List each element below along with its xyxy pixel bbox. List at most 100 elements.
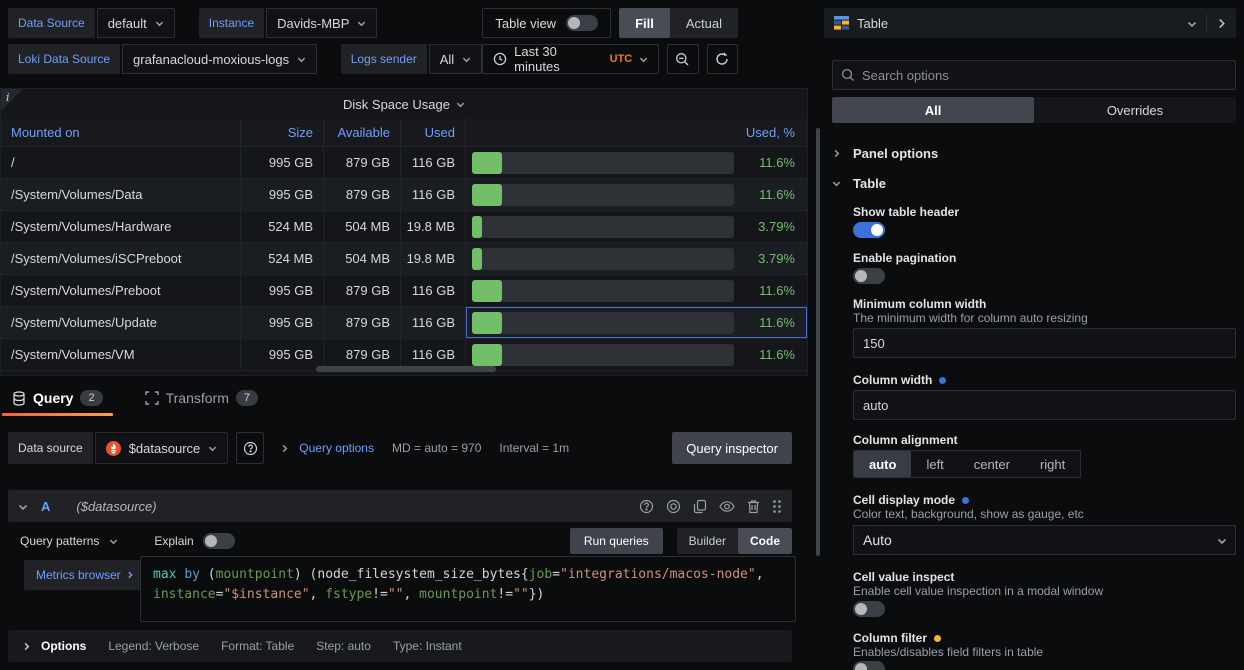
alignment-auto[interactable]: auto (854, 451, 912, 477)
panel-info-corner[interactable] (1, 89, 23, 111)
duplicate-query-icon[interactable] (693, 499, 707, 514)
chevron-down-icon (155, 19, 164, 28)
editor-toolbar-right: Run queries Builder Code (569, 528, 792, 554)
instance-picker[interactable]: Davids-MBP (266, 8, 378, 38)
metrics-browser-button[interactable]: Metrics browser (24, 560, 146, 590)
interval-text: Interval = 1m (499, 441, 570, 455)
actual-button[interactable]: Actual (685, 15, 722, 31)
cell-used-pct[interactable]: 11.6% (466, 339, 807, 370)
horizontal-scrollbar[interactable] (316, 366, 496, 372)
query-row-a-header[interactable]: A ($datasource) (8, 490, 792, 522)
gauge-track (472, 184, 734, 206)
cell-used-pct[interactable]: 3.79% (466, 243, 807, 274)
cell-used-pct[interactable]: 11.6% (466, 275, 807, 306)
cell-available: 879 GB (324, 275, 401, 306)
loki-data-source-picker[interactable]: grafanacloud-moxious-logs (122, 44, 318, 74)
section-table[interactable]: Table (832, 176, 1236, 191)
code-button[interactable]: Code (738, 528, 792, 554)
tab-transform[interactable]: Transform 7 (141, 390, 262, 416)
cell-used: 116 GB (401, 307, 466, 338)
column-header-used[interactable]: Used (401, 119, 466, 146)
disable-query-eye-icon[interactable] (719, 500, 735, 513)
time-range-value: Last 30 minutes (514, 44, 560, 74)
explain-toggle[interactable] (202, 533, 235, 549)
chevron-down-icon[interactable] (18, 502, 28, 511)
chevron-down-icon (109, 537, 118, 546)
query-options-expander[interactable]: Query options (280, 441, 374, 455)
column-header-used-pct[interactable]: Used, % (745, 125, 795, 140)
query-inspector-button[interactable]: Query inspector (672, 432, 792, 464)
used-percent-value: 11.6% (759, 347, 795, 362)
table-body: / 995 GB 879 GB 116 GB 11.6% /System/Vol… (1, 147, 807, 371)
logs-sender-picker[interactable]: All (428, 44, 483, 74)
column-header-available[interactable]: Available (324, 119, 401, 146)
datasource-picker[interactable]: $datasource (94, 432, 229, 464)
alignment-right[interactable]: right (1039, 456, 1066, 472)
options-search[interactable] (832, 60, 1236, 90)
column-header-size[interactable]: Size (241, 119, 324, 146)
builder-button[interactable]: Builder (688, 534, 726, 548)
cell-available: 879 GB (324, 179, 401, 210)
database-icon (12, 390, 26, 406)
panel-title-menu[interactable]: Disk Space Usage (1, 89, 807, 119)
datasource-help-button[interactable] (236, 432, 265, 464)
chevron-down-icon (357, 19, 366, 28)
column-width-input[interactable] (853, 390, 1236, 420)
column-header-mounted-on[interactable]: Mounted on (1, 119, 241, 146)
show-table-header-toggle[interactable] (853, 222, 885, 238)
tab-all[interactable]: All (832, 97, 1034, 123)
modified-indicator-dot (962, 496, 970, 504)
time-range-picker[interactable]: Last 30 minutes UTC (482, 44, 660, 74)
options-expander[interactable]: Options (22, 639, 86, 653)
cell-value-inspect-label: Cell value inspect (853, 570, 955, 584)
query-patterns-dropdown[interactable]: Query patterns (20, 534, 118, 548)
collapse-pane-icon[interactable] (1217, 18, 1226, 29)
info-icon: i (6, 91, 10, 104)
zoom-out-button[interactable] (667, 44, 699, 74)
enable-pagination-toggle[interactable] (853, 268, 885, 284)
refresh-button[interactable] (706, 44, 738, 74)
tab-query[interactable]: Query 2 (2, 390, 113, 416)
cell-available: 504 MB (324, 211, 401, 242)
section-panel-options-label: Panel options (853, 146, 939, 161)
run-queries-button[interactable]: Run queries (569, 528, 663, 554)
alignment-center[interactable]: center (973, 456, 1010, 472)
help-circle-icon[interactable] (639, 499, 654, 514)
delete-query-trash-icon[interactable] (747, 499, 760, 514)
visualization-picker[interactable]: Table (824, 8, 1236, 38)
fill-button[interactable]: Fill (619, 8, 670, 38)
datasource-value: $datasource (128, 440, 201, 456)
gauge-track (472, 216, 734, 238)
transform-icon (144, 391, 159, 405)
data-source-picker[interactable]: default (96, 8, 175, 38)
cell-display-mode-select[interactable]: Auto (853, 525, 1236, 555)
cell-used-pct[interactable]: 11.6% (466, 307, 807, 338)
section-panel-options[interactable]: Panel options (832, 146, 1236, 161)
options-search-input[interactable] (862, 67, 1227, 83)
drag-handle-icon[interactable] (772, 499, 782, 514)
table-row: /System/Volumes/Hardware 524 MB 504 MB 1… (1, 211, 807, 243)
question-circle-icon (243, 441, 258, 456)
record-query-icon[interactable] (666, 499, 681, 514)
column-filter-toggle[interactable] (853, 661, 885, 670)
refresh-icon (715, 52, 729, 66)
cell-mounted-on: /System/Volumes/Hardware (1, 211, 241, 242)
tab-transform-label: Transform (165, 390, 229, 406)
cell-used-pct[interactable]: 11.6% (466, 147, 807, 178)
tab-overrides[interactable]: Overrides (1106, 102, 1164, 118)
cell-used-pct[interactable]: 3.79% (466, 211, 807, 242)
promql-code-editor[interactable]: max by (mountpoint) (node_filesystem_siz… (140, 556, 796, 622)
cell-display-mode-value: Auto (863, 532, 892, 548)
tab-query-count: 2 (80, 390, 103, 406)
sidebar-scrollbar[interactable] (816, 128, 820, 556)
chevron-down-icon (297, 55, 306, 64)
cell-value-inspect-toggle[interactable] (853, 601, 885, 617)
cell-available: 879 GB (324, 147, 401, 178)
min-column-width-input[interactable] (853, 328, 1236, 358)
alignment-left[interactable]: left (926, 456, 944, 472)
chevron-down-icon[interactable] (1187, 19, 1197, 28)
table-view-toggle[interactable] (566, 15, 599, 31)
column-filter-label: Column filter (853, 631, 941, 645)
cell-mounted-on: /System/Volumes/iSCPreboot (1, 243, 241, 274)
cell-used-pct[interactable]: 11.6% (466, 179, 807, 210)
